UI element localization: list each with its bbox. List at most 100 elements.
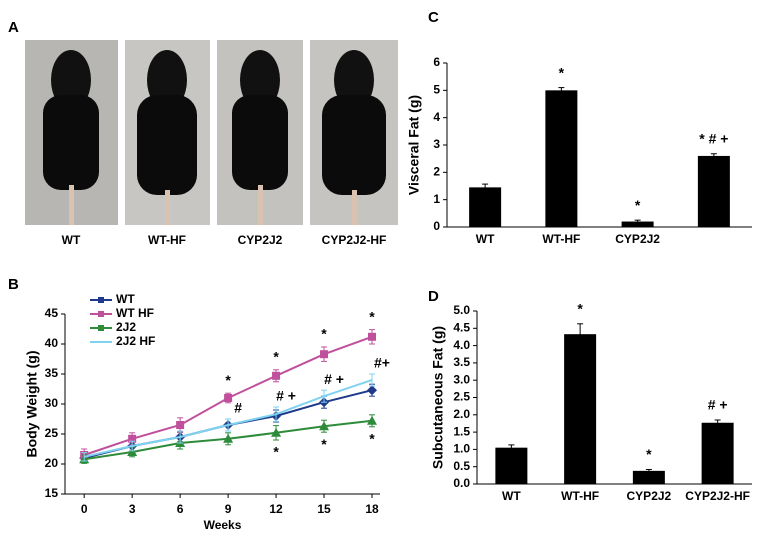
x-tick-label: CYP2J2-HF xyxy=(685,489,750,503)
x-tick-label: 18 xyxy=(365,502,379,516)
y-tick-label: 25 xyxy=(45,426,59,440)
y-tick-label: 0.5 xyxy=(453,459,470,473)
y-axis-label: Visceral Fat (g) xyxy=(406,95,422,195)
x-tick-label: 9 xyxy=(225,502,232,516)
y-tick-label: 3 xyxy=(433,137,440,151)
bar xyxy=(469,187,502,227)
error-bar xyxy=(482,183,489,192)
annotation: # + xyxy=(276,388,296,404)
x-tick-label: 0 xyxy=(81,502,88,516)
legend-label: WT xyxy=(116,292,135,306)
marker xyxy=(223,433,234,443)
error-bar xyxy=(645,468,652,473)
marker xyxy=(224,394,233,402)
error-bar xyxy=(558,87,565,94)
bar xyxy=(697,155,730,227)
bar xyxy=(495,447,528,484)
annotation: * xyxy=(635,197,641,213)
y-tick-label: 4.5 xyxy=(453,320,470,334)
y-tick-label: 45 xyxy=(45,306,59,320)
error-bar xyxy=(273,406,280,422)
x-tick-label: CYP2J2 xyxy=(615,232,660,246)
photo-caption: CYP2J2 xyxy=(238,233,283,247)
x-tick-label: 3 xyxy=(129,502,136,516)
bar xyxy=(564,334,597,484)
x-tick-label: WT xyxy=(476,232,495,246)
annotation: * xyxy=(559,64,565,80)
error-bar xyxy=(81,452,88,462)
annotation: # xyxy=(234,400,242,416)
panel-label: A xyxy=(8,19,19,36)
y-tick-label: 2.0 xyxy=(453,407,470,421)
annotation: # + xyxy=(324,371,344,387)
legend-label: 2J2 HF xyxy=(116,334,155,348)
error-bar xyxy=(710,153,717,159)
x-tick-label: WT xyxy=(502,489,521,503)
error-bar xyxy=(177,430,184,444)
legend-label: 2J2 xyxy=(116,320,136,334)
legend-marker xyxy=(98,325,104,331)
marker xyxy=(367,415,378,425)
bar xyxy=(621,221,654,227)
error-bar xyxy=(508,444,515,451)
y-tick-label: 3.0 xyxy=(453,372,470,386)
x-tick-label: 6 xyxy=(177,502,184,516)
y-tick-label: 0 xyxy=(433,219,440,233)
marker xyxy=(128,434,137,443)
annotation: # + xyxy=(708,397,728,413)
y-tick-label: 6 xyxy=(433,55,440,69)
x-tick-label: WT-HF xyxy=(542,232,580,246)
error-bar xyxy=(714,419,721,427)
y-tick-label: 2.5 xyxy=(453,390,470,404)
error-bar xyxy=(129,440,136,452)
y-tick-label: 35 xyxy=(45,366,59,380)
annotation: * xyxy=(646,446,652,462)
legend-label: WT HF xyxy=(116,306,154,320)
y-tick-label: 0.0 xyxy=(453,476,470,490)
annotation: * xyxy=(321,326,327,342)
annotation: * xyxy=(225,372,231,388)
x-tick-label: 12 xyxy=(269,502,283,516)
x-tick-label: 15 xyxy=(317,502,331,516)
x-axis-label: Weeks xyxy=(204,518,242,532)
y-tick-label: 1.0 xyxy=(453,442,470,456)
marker xyxy=(368,332,377,341)
marker xyxy=(320,350,329,359)
marker xyxy=(271,427,282,437)
photo-caption: WT xyxy=(62,233,81,247)
annotation: * xyxy=(577,301,583,317)
y-tick-label: 40 xyxy=(45,336,59,350)
bar xyxy=(545,90,578,227)
y-axis-label: Subcutaneous Fat (g) xyxy=(430,326,446,469)
panel-label: C xyxy=(428,9,439,26)
y-tick-label: 5.0 xyxy=(453,303,470,317)
y-tick-label: 20 xyxy=(45,456,59,470)
marker xyxy=(272,371,281,380)
marker xyxy=(127,447,138,456)
y-tick-label: 4 xyxy=(433,110,440,124)
marker xyxy=(176,421,185,429)
y-tick-label: 1.5 xyxy=(453,424,470,438)
annotation: * xyxy=(321,436,327,452)
panel-label: D xyxy=(428,288,439,305)
y-axis-label: Body Weight (g) xyxy=(24,350,40,457)
bar xyxy=(632,470,665,484)
marker xyxy=(367,385,378,396)
annotation: * # + xyxy=(699,130,728,146)
annotation: * xyxy=(273,444,279,460)
y-tick-label: 30 xyxy=(45,396,59,410)
x-tick-label: CYP2J2 xyxy=(627,489,672,503)
photo-caption: WT-HF xyxy=(148,233,186,247)
legend-marker xyxy=(98,297,104,303)
photo-caption: CYP2J2-HF xyxy=(322,233,387,247)
y-tick-label: 1 xyxy=(433,192,440,206)
bar xyxy=(701,422,734,484)
marker xyxy=(319,421,330,431)
y-tick-label: 3.5 xyxy=(453,355,470,369)
annotation: * xyxy=(273,349,279,365)
error-bar xyxy=(225,418,232,432)
mouse-photos xyxy=(25,40,398,225)
y-tick-label: 4.0 xyxy=(453,338,470,352)
panel-label: B xyxy=(8,276,19,293)
